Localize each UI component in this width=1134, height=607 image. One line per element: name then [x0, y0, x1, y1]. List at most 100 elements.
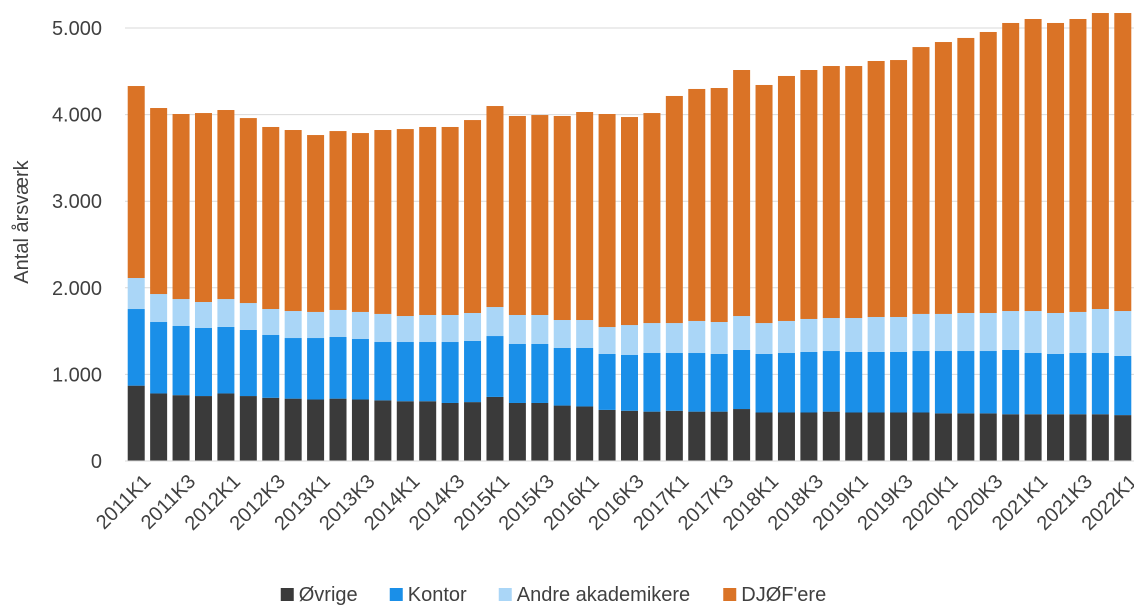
bar-segment [688, 88, 706, 321]
bar-segment [733, 349, 751, 410]
bar-segment [217, 299, 235, 327]
bar-segment [1091, 353, 1109, 415]
bar-segment [396, 129, 414, 317]
bar-segment [351, 338, 369, 400]
bar-segment [665, 95, 683, 324]
bar-segment [351, 311, 369, 339]
bar-segment [351, 399, 369, 461]
bar-segment [464, 402, 482, 461]
bar-segment [710, 411, 728, 461]
bar-segment [396, 401, 414, 461]
bar-segment [486, 307, 504, 337]
bar-segment [665, 410, 683, 461]
bar-segment [822, 351, 840, 412]
bar-segment [419, 126, 437, 315]
bar-segment [598, 327, 616, 354]
bar-segment [733, 70, 751, 317]
bar-segment [396, 316, 414, 343]
bar-segment [396, 342, 414, 402]
bar-segment [194, 113, 212, 303]
bar-segment [329, 131, 347, 310]
y-tick-label: 3.000 [52, 191, 102, 213]
bar-segment [239, 303, 257, 330]
bar-segment [979, 31, 997, 314]
bar-segment [284, 338, 302, 399]
bar-segment [284, 130, 302, 312]
bar-segment [621, 117, 638, 326]
bar-segment [374, 313, 392, 343]
bar-segment [194, 327, 212, 397]
bar-segment [957, 37, 975, 314]
bar-segment [284, 398, 302, 461]
bar-segment [934, 313, 952, 352]
bar-segment [800, 318, 818, 352]
bar-segment [1069, 414, 1087, 461]
bar-segment [1091, 309, 1109, 354]
bar-segment [172, 395, 190, 461]
bar-segment [486, 336, 504, 397]
legend-swatch [389, 588, 403, 601]
bar-segment [800, 351, 818, 413]
bar-segment [845, 351, 863, 413]
bar-segment [262, 126, 280, 310]
bar-segment [150, 393, 168, 461]
legend-label: Andre akademikere [517, 584, 690, 606]
legend-label: Øvrige [299, 584, 358, 606]
bar-segment [329, 398, 347, 461]
bar-segment [867, 412, 885, 461]
legend-label: Kontor [408, 584, 467, 606]
bar-segment [598, 353, 616, 410]
bar-segment [934, 42, 952, 314]
bar-segment [441, 402, 459, 461]
bar-segment [553, 405, 571, 461]
bar-segment [172, 299, 190, 326]
bar-segment [934, 413, 952, 461]
y-axis-label: Antal årsværk [11, 159, 33, 283]
bar-segment [1091, 414, 1109, 461]
bar-segment [1069, 353, 1087, 415]
bar-segment [598, 113, 616, 328]
bar-segment [150, 294, 168, 323]
bar-segment [845, 412, 863, 461]
bar-segment [486, 106, 504, 308]
bar-segment [464, 313, 482, 341]
bar-segment [486, 396, 504, 461]
bar-segment [890, 351, 908, 413]
bar-segment [508, 314, 526, 345]
bar-segment [777, 353, 795, 413]
bar-segment [329, 336, 347, 399]
bar-segment [979, 313, 997, 352]
bar-segment [755, 353, 773, 413]
bar-segment [374, 130, 392, 314]
bar-segment [643, 113, 661, 324]
bar-segment [307, 135, 325, 312]
y-tick-label: 2.000 [52, 278, 102, 300]
bar-segment [553, 347, 571, 406]
bar-segment [531, 115, 549, 315]
bar-segment [979, 351, 997, 414]
legend-swatch [498, 588, 512, 601]
bar-segment [441, 314, 459, 343]
bar-segment [733, 316, 751, 350]
bar-segment [419, 401, 437, 461]
bar-segment [800, 412, 818, 461]
bar-segment [1024, 414, 1042, 461]
bar-segment [374, 342, 392, 401]
bar-segment [172, 325, 190, 396]
bar-segment [307, 338, 325, 400]
bar-segment [867, 351, 885, 413]
bar-segment [1047, 414, 1065, 461]
bar-segment [1114, 311, 1132, 356]
bar-segment [867, 60, 885, 317]
bar-segment [1114, 415, 1132, 461]
bar-segment [1002, 414, 1020, 461]
bar-segment [1047, 22, 1065, 314]
bar-segment [621, 410, 638, 461]
bar-segment [598, 409, 616, 461]
bar-segment [351, 133, 369, 312]
bar-segment [284, 311, 302, 339]
bar-segment [621, 355, 638, 411]
bar-segment [1069, 18, 1087, 312]
